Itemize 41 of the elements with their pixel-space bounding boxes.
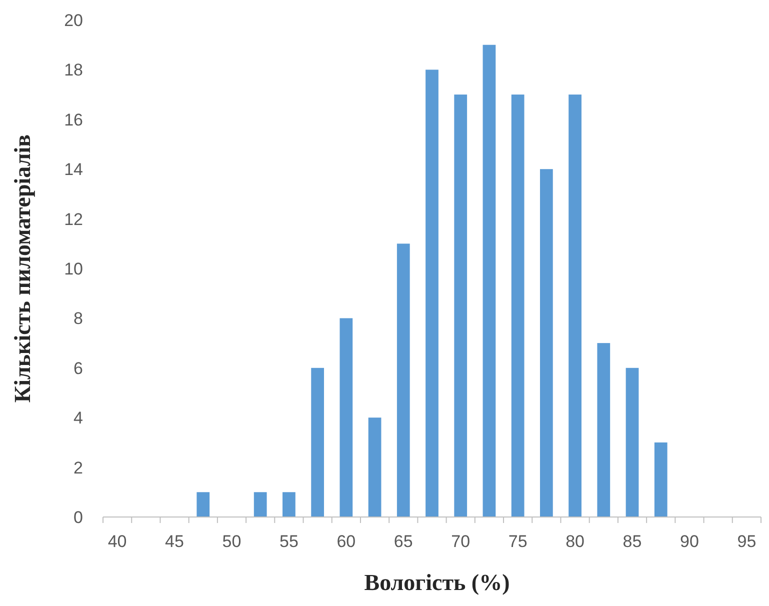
x-tick-label: 40	[108, 532, 127, 551]
y-axis-title: Кількість пиломатеріалів	[10, 134, 35, 403]
y-tick-label: 0	[74, 508, 83, 527]
bar	[626, 368, 639, 517]
x-tick-label: 55	[279, 532, 298, 551]
y-tick-label: 10	[64, 260, 83, 278]
bar	[654, 442, 668, 517]
y-tick-label: 18	[64, 60, 83, 80]
y-tick-label: 8	[74, 309, 83, 328]
y-tick-label: 14	[64, 160, 83, 180]
bar	[196, 492, 210, 517]
y-tick-label: 20	[64, 11, 83, 30]
x-tick-label: 80	[566, 532, 585, 551]
x-tick-label: 50	[222, 532, 242, 551]
x-tick-label: 65	[394, 532, 413, 551]
bar	[311, 368, 324, 517]
y-tick-label: 12	[64, 210, 83, 229]
y-tick-label: 16	[64, 110, 83, 130]
bar	[511, 94, 524, 517]
y-tick-label: 2	[74, 458, 83, 478]
bar	[426, 70, 438, 517]
x-tick-label: 70	[451, 532, 470, 551]
bar	[340, 318, 353, 517]
bar	[282, 492, 296, 517]
bar	[540, 169, 553, 517]
bar	[454, 94, 468, 517]
x-tick-label: 85	[622, 532, 642, 551]
bar	[368, 418, 382, 517]
y-tick-label: 4	[74, 408, 83, 428]
bar	[482, 44, 496, 517]
bar	[254, 492, 267, 517]
x-tick-label: 60	[336, 532, 356, 551]
bar	[568, 94, 582, 517]
x-tick-label: 95	[737, 532, 756, 551]
x-tick-label: 45	[165, 532, 184, 551]
x-tick-label: 75	[508, 532, 528, 551]
bar	[597, 343, 610, 517]
x-tick-label: 90	[680, 532, 699, 551]
bar	[396, 244, 410, 517]
y-tick-label: 6	[74, 358, 83, 378]
x-axis-title: Вологість (%)	[364, 570, 510, 595]
